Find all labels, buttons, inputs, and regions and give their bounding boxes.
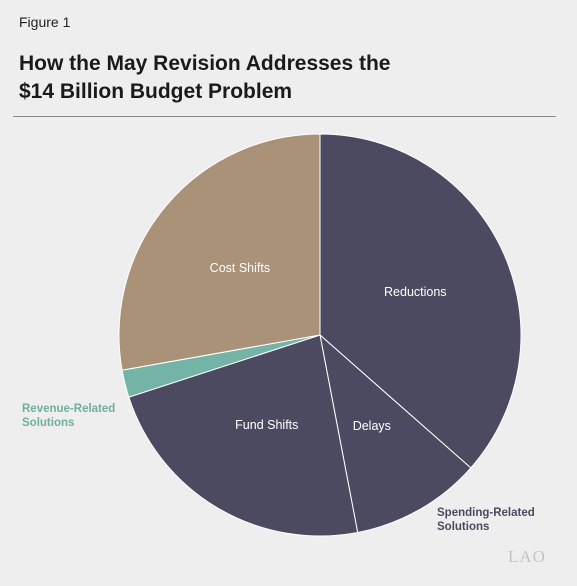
slice-label-delays: Delays xyxy=(353,419,391,433)
lao-logo: LAO xyxy=(508,547,546,566)
chart-title-line-1: How the May Revision Addresses the xyxy=(19,52,391,75)
pie-slice-fund-shifts xyxy=(128,334,359,537)
pie-slice-labels: Reductions Delays Fund Shifts Cost Shifts xyxy=(210,261,447,433)
pie-slices xyxy=(118,133,522,537)
slice-label-fund-shifts: Fund Shifts xyxy=(235,418,298,432)
pie-slice-delays xyxy=(319,333,472,534)
revenue-group-label-line-1: Revenue-Related xyxy=(22,403,115,415)
revenue-group-label: Revenue-Related Solutions xyxy=(22,403,119,429)
pie-slice-cost-shifts xyxy=(118,133,321,371)
figure-label: Figure 1 xyxy=(19,14,71,30)
title-divider xyxy=(13,116,556,117)
chart-title: How the May Revision Addresses the $14 B… xyxy=(19,50,391,106)
pie-slice-reductions xyxy=(319,133,522,469)
slice-label-reductions: Reductions xyxy=(384,285,447,299)
spending-group-label-line-2: Solutions xyxy=(437,521,489,533)
spending-group-label: Spending-Related Solutions xyxy=(437,507,538,533)
spending-group-label-line-1: Spending-Related xyxy=(437,507,535,519)
revenue-group-label-line-2: Solutions xyxy=(22,417,74,429)
chart-title-line-2: $14 Billion Budget Problem xyxy=(19,80,293,103)
slice-label-cost-shifts: Cost Shifts xyxy=(210,261,270,275)
